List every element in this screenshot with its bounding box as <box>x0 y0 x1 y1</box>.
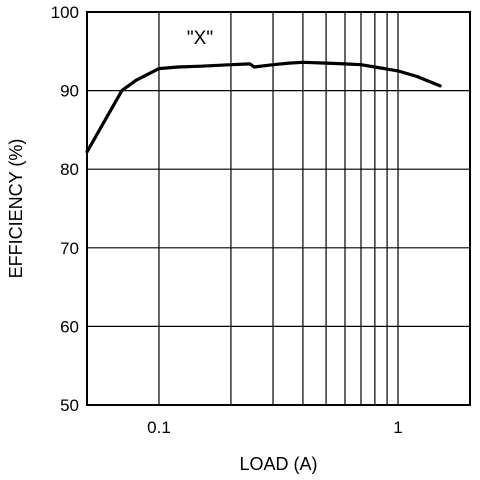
series-line <box>85 60 442 154</box>
x-tick-label: 0.1 <box>147 418 171 437</box>
plot-frame <box>86 11 471 406</box>
y-tick-label: 80 <box>60 160 79 179</box>
y-axis-title: EFFICIENCY (%) <box>6 139 26 279</box>
tick-labels: 50 60 70 80 90 100 0.1 1 <box>51 3 403 437</box>
curve-annotation: "X" <box>187 28 213 49</box>
y-tick-label: 60 <box>60 317 79 336</box>
y-tick-label: 100 <box>51 3 79 22</box>
y-tick-label: 50 <box>60 396 79 415</box>
x-tick-label: 1 <box>393 418 402 437</box>
x-axis-title: LOAD (A) <box>239 454 317 474</box>
y-tick-label: 70 <box>60 239 79 258</box>
y-tick-label: 90 <box>60 82 79 101</box>
grid-lines <box>87 12 470 405</box>
